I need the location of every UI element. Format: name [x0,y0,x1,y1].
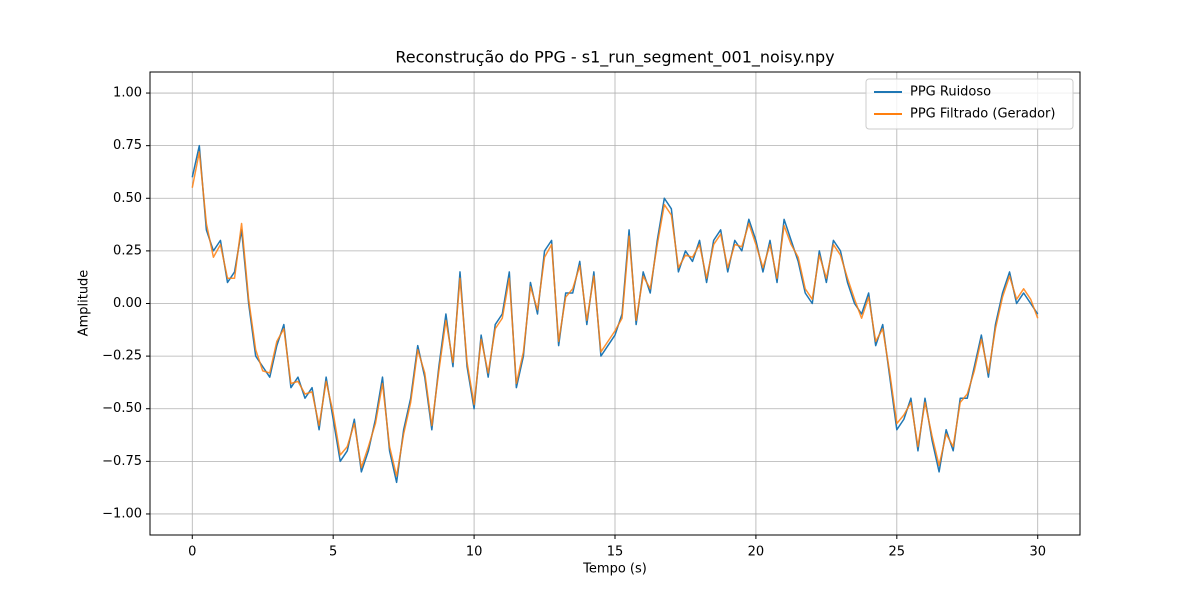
x-axis-label: Tempo (s) [582,562,647,577]
x-tick-label: 10 [466,545,483,560]
series-line [191,151,1039,477]
plot-frame [149,71,1081,536]
y-tick-label: 0.50 [113,191,142,206]
x-tick-label: 30 [1029,545,1046,560]
y-axis-label: Amplitude [77,270,92,337]
x-tick-label: 5 [329,545,337,560]
y-tick-label: 0.00 [113,296,142,311]
y-tick-label: 0.25 [113,243,142,258]
legend: PPG Ruidoso PPG Filtrado (Gerador) [865,78,1074,130]
y-tick-label: −1.00 [102,506,142,521]
y-tick-label: −0.50 [102,401,142,416]
x-tick-label: 0 [188,545,196,560]
x-tick-label: 25 [889,545,906,560]
y-tick-label: −0.75 [102,454,142,469]
legend-label: PPG Filtrado (Gerador) [910,107,1055,122]
y-tick-label: 1.00 [113,86,142,101]
series-line [191,144,1039,484]
chart-title: Reconstrução do PPG - s1_run_segment_001… [395,48,834,68]
y-tick-label: 0.75 [113,138,142,153]
x-tick-label: 20 [748,545,765,560]
legend-box [865,78,1074,130]
x-tick-label: 15 [607,545,624,560]
y-tick-label: −0.25 [102,349,142,364]
legend-label: PPG Ruidoso [910,85,991,100]
